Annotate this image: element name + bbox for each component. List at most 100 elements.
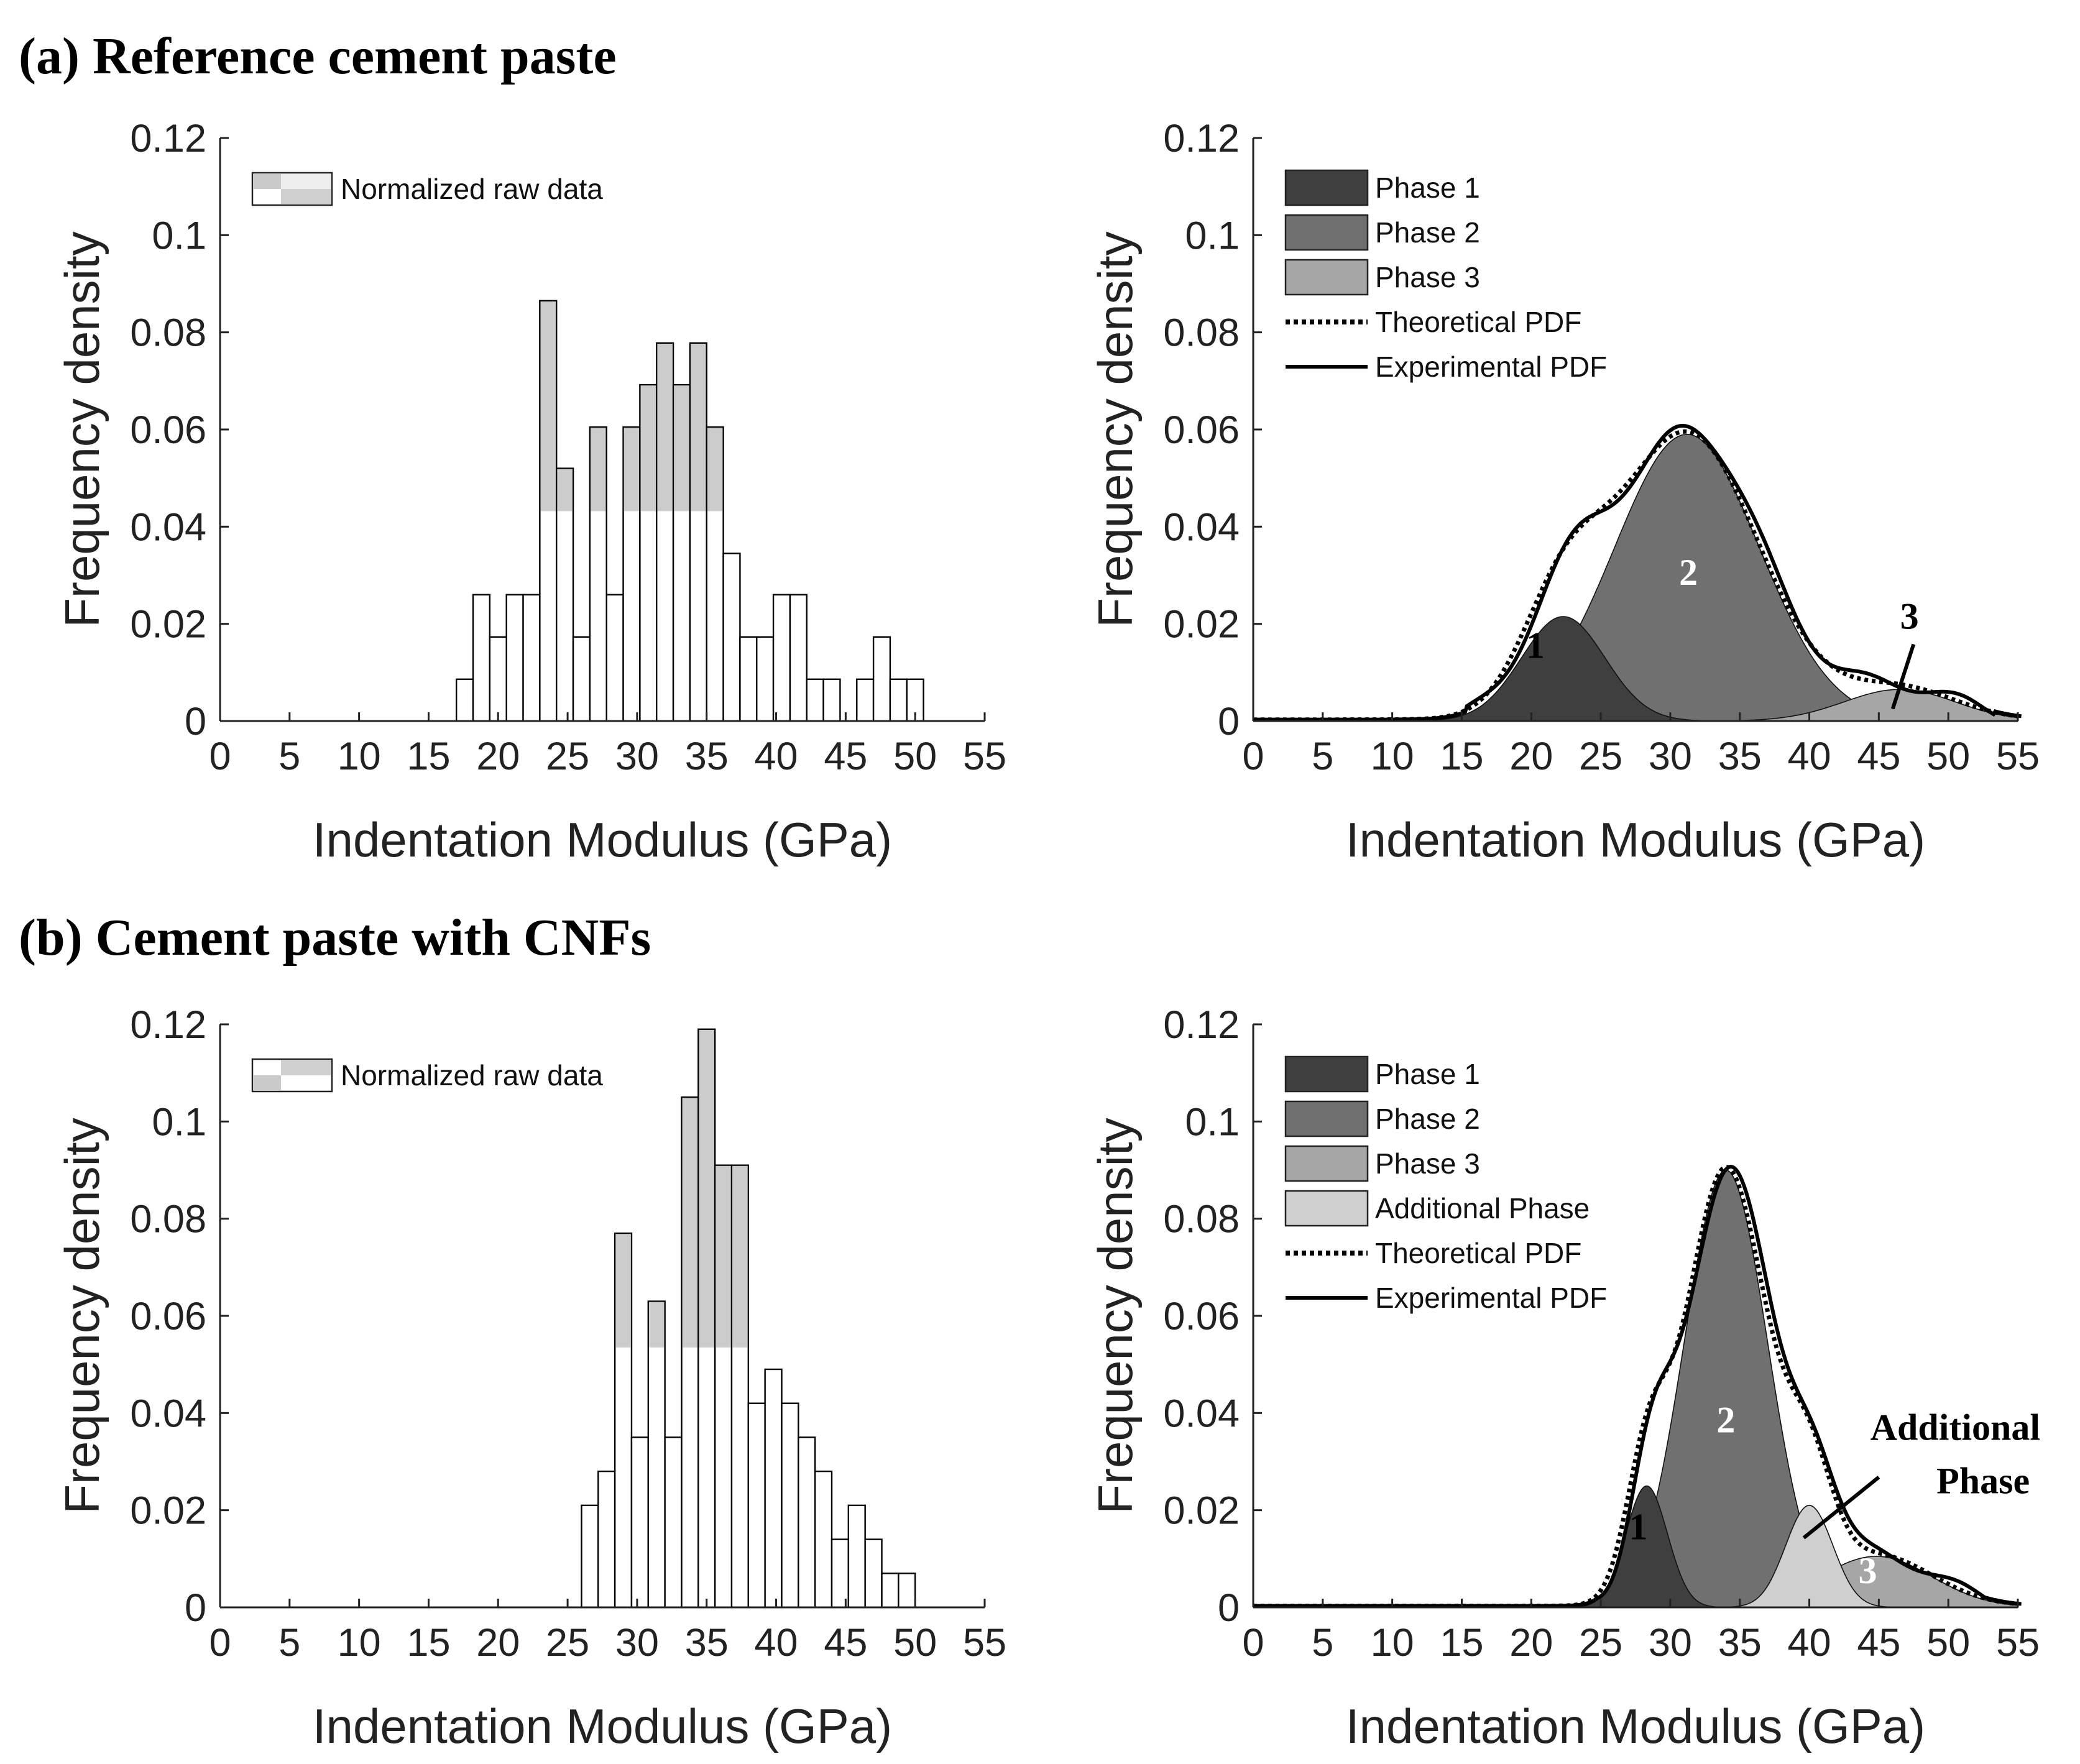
- legend-swatch: [1284, 259, 1369, 296]
- histogram-bar: [881, 1573, 900, 1609]
- legend-label: Experimental PDF: [1375, 351, 1607, 383]
- x-tick-label: 40: [1788, 735, 1831, 778]
- legend-item: Phase 2: [1284, 214, 1480, 251]
- histogram-bar-highlight: [716, 1165, 731, 1348]
- histogram-bar: [831, 1538, 850, 1609]
- histogram-bar: [455, 678, 474, 722]
- x-tick-label: 25: [546, 1621, 589, 1665]
- y-tick-label: 0.06: [130, 1295, 206, 1338]
- x-tick-label: 5: [1312, 1621, 1333, 1665]
- legend-item: Phase 1: [1284, 1055, 1480, 1093]
- histogram-bar: [781, 1402, 799, 1609]
- legend-swatch: [1284, 1190, 1369, 1227]
- chart-a-left: 0 5 10 15 20 25 30 35 40 45 50 55 0 0.02 0.04 0.06 0.08 0…: [55, 117, 1006, 867]
- phase-label: Additional: [1871, 1407, 2040, 1448]
- histogram-bar: [772, 594, 791, 722]
- histogram-bar: [747, 1402, 766, 1609]
- histogram-bar: [472, 594, 491, 722]
- y-tick-label: 0.02: [1163, 1489, 1240, 1533]
- legend-swatch: [251, 172, 333, 206]
- legend-item: Phase 2: [1284, 1100, 1480, 1137]
- legend-item: Theoretical PDF: [1286, 306, 1581, 338]
- x-tick-label: 45: [824, 1621, 867, 1665]
- x-tick-label: 40: [755, 1621, 798, 1665]
- legend-label: Experimental PDF: [1375, 1282, 1607, 1314]
- x-tick-label: 55: [1996, 1621, 2040, 1665]
- legend-label: Theoretical PDF: [1375, 306, 1581, 338]
- phase-label: 1: [1526, 625, 1545, 666]
- y-tick-label: 0: [1218, 1586, 1240, 1630]
- x-tick-label: 20: [476, 735, 520, 778]
- x-tick-label: 0: [1242, 1621, 1264, 1665]
- y-tick-label: 0.12: [1163, 1003, 1240, 1047]
- y-axis-label: Frequency density: [1088, 1118, 1143, 1514]
- x-tick-label: 20: [1509, 735, 1553, 778]
- histogram-bar: [739, 636, 758, 722]
- legend-item: Phase 3: [1284, 1145, 1480, 1182]
- x-tick-label: 25: [1579, 735, 1622, 778]
- histogram-bar: [814, 1470, 833, 1609]
- x-tick-label: 50: [1926, 1621, 1970, 1665]
- histogram-bar: [822, 678, 841, 722]
- histogram-bar: [489, 636, 507, 722]
- x-tick-label: 35: [685, 735, 729, 778]
- x-tick-label: 45: [824, 735, 867, 778]
- y-tick-label: 0.06: [1163, 408, 1240, 452]
- legend-label: Phase 1: [1375, 1058, 1480, 1090]
- histogram-bar: [872, 636, 891, 722]
- y-tick-label: 0.04: [130, 1392, 206, 1435]
- histogram-bar: [605, 594, 624, 722]
- histogram-bar: [798, 1436, 816, 1609]
- x-tick-label: 55: [963, 1621, 1006, 1665]
- legend-item: Phase 3: [1284, 259, 1480, 296]
- legend-label: Normalized raw data: [341, 173, 603, 205]
- phase-label: 1: [1629, 1507, 1647, 1548]
- y-tick-label: 0: [185, 1586, 206, 1630]
- histogram-bar-highlight: [624, 428, 640, 512]
- x-tick-label: 35: [1718, 1621, 1762, 1665]
- histogram-bar: [856, 678, 875, 722]
- legend-label: Phase 2: [1375, 1103, 1480, 1135]
- x-tick-label: 50: [1926, 735, 1970, 778]
- annotation-pointer: [1890, 643, 1916, 710]
- y-axis-label: Frequency density: [55, 1118, 109, 1514]
- y-tick-label: 0.08: [1163, 311, 1240, 355]
- legend-item: Theoretical PDF: [1286, 1237, 1581, 1269]
- x-tick-label: 15: [1440, 735, 1483, 778]
- legend-swatch: [1284, 1055, 1369, 1093]
- y-tick-label: 0: [185, 700, 206, 743]
- y-tick-label: 0.02: [130, 603, 206, 646]
- x-tick-label: 45: [1857, 735, 1900, 778]
- y-axis-label: Frequency density: [1088, 231, 1143, 627]
- section-title-b: (b) Cement paste with CNFs: [19, 909, 651, 967]
- theoretical-pdf-line: [1253, 1164, 2018, 1609]
- y-tick-label: 0.06: [130, 408, 206, 452]
- x-axis-label: Indentation Modulus (GPa): [313, 1699, 892, 1753]
- y-tick-label: 0.12: [130, 1003, 206, 1047]
- x-tick-label: 40: [755, 735, 798, 778]
- histogram-bar-highlight: [674, 385, 689, 512]
- histogram-bar-highlight: [707, 428, 723, 512]
- x-tick-label: 35: [685, 1621, 729, 1665]
- phase-label: 2: [1679, 552, 1698, 593]
- x-tick-label: 55: [1996, 735, 2040, 778]
- x-tick-label: 0: [209, 1621, 231, 1665]
- y-axis-label: Frequency density: [55, 231, 109, 627]
- y-tick-label: 0.04: [1163, 505, 1240, 549]
- histogram-bar: [722, 553, 741, 722]
- y-tick-label: 0.1: [152, 214, 206, 257]
- y-tick-label: 0.08: [1163, 1198, 1240, 1241]
- histogram-bar: [806, 678, 824, 722]
- histogram-bar: [572, 636, 591, 722]
- legend-swatch: [251, 1058, 333, 1093]
- histogram-bar-highlight: [691, 344, 706, 512]
- x-tick-label: 20: [476, 1621, 520, 1665]
- x-tick-label: 45: [1857, 1621, 1900, 1665]
- histogram-bar: [505, 594, 524, 722]
- histogram-bar: [597, 1470, 616, 1609]
- histogram-bar: [664, 1436, 683, 1609]
- y-tick-label: 0.04: [130, 505, 206, 549]
- histogram-bar-highlight: [649, 1302, 665, 1348]
